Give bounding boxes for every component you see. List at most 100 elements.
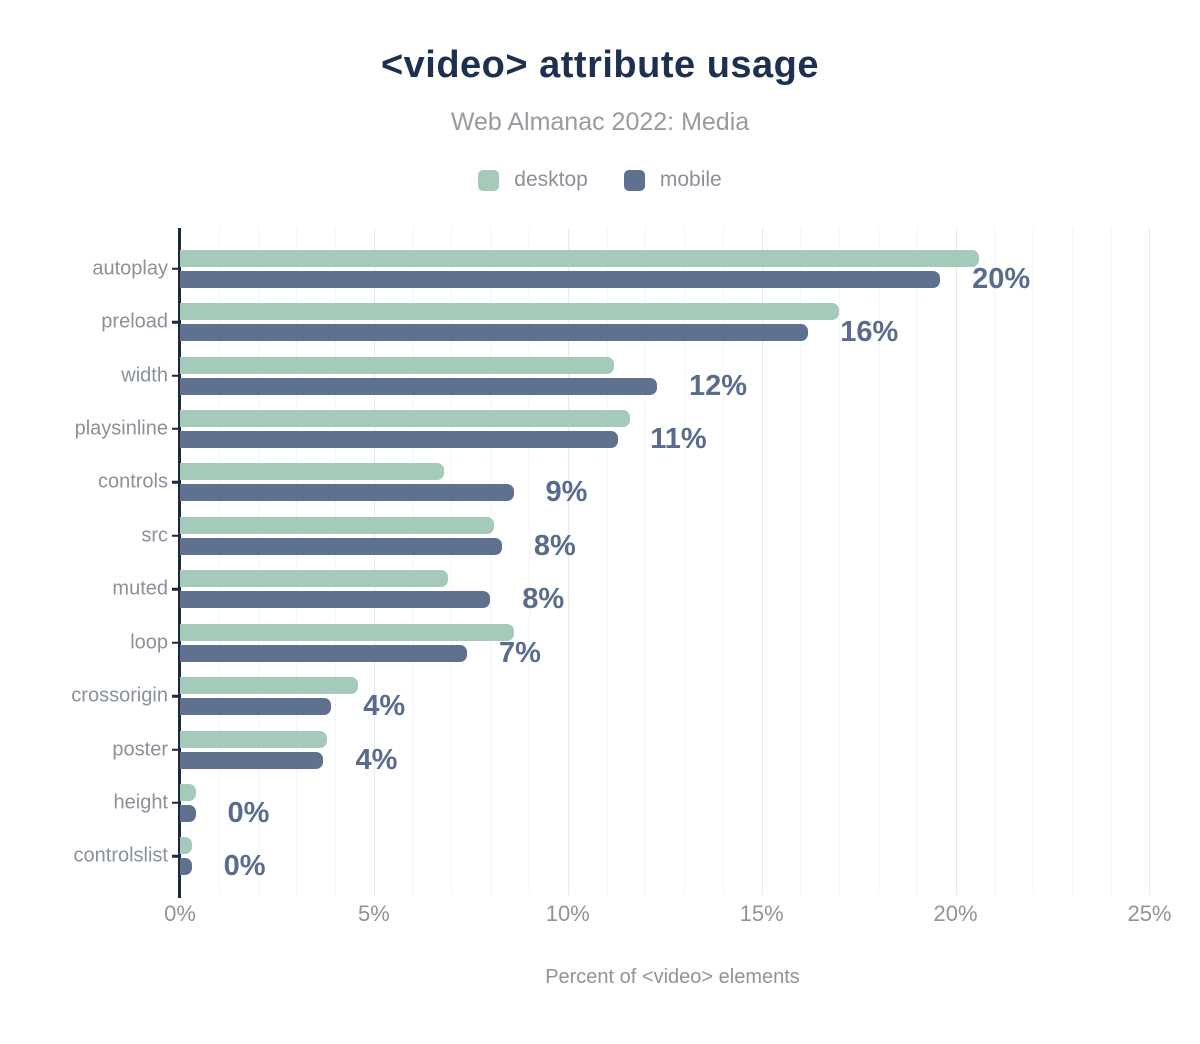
bar-pair bbox=[180, 837, 192, 876]
y-axis-tick bbox=[172, 427, 178, 431]
gridline bbox=[567, 228, 569, 895]
bar-pair bbox=[180, 570, 491, 609]
gridline bbox=[373, 228, 375, 895]
bar-row: controlslist 0% bbox=[74, 830, 1165, 883]
mobile-bar[interactable] bbox=[180, 324, 809, 342]
mobile-bar[interactable] bbox=[180, 537, 502, 555]
gridline bbox=[761, 228, 763, 895]
x-tick-label: 20% bbox=[933, 901, 978, 926]
desktop-bar[interactable] bbox=[180, 730, 328, 748]
gridline bbox=[684, 228, 686, 895]
y-axis-line bbox=[178, 228, 181, 898]
gridline bbox=[800, 228, 802, 895]
desktop-bar[interactable] bbox=[180, 837, 192, 855]
bar-row: muted 8% bbox=[112, 563, 1165, 616]
bar-row: poster 4% bbox=[112, 723, 1165, 776]
value-label: 11% bbox=[650, 422, 707, 455]
value-label: 7% bbox=[498, 636, 541, 669]
desktop-bar[interactable] bbox=[180, 249, 979, 267]
gridline bbox=[1110, 228, 1112, 895]
bar-pair bbox=[180, 409, 630, 448]
mobile-bar[interactable] bbox=[180, 591, 491, 609]
y-axis-tick bbox=[172, 374, 178, 377]
mobile-bar[interactable] bbox=[180, 751, 324, 769]
desktop-bar[interactable] bbox=[180, 570, 448, 588]
category-label: height bbox=[113, 791, 169, 814]
gridline bbox=[916, 228, 918, 895]
mobile-bar[interactable] bbox=[180, 644, 467, 662]
value-label: 4% bbox=[363, 690, 406, 723]
mobile-bar[interactable] bbox=[180, 804, 196, 822]
bar-pair bbox=[180, 677, 359, 716]
bar-row: height 0% bbox=[114, 776, 1165, 829]
gridline bbox=[955, 228, 957, 895]
category-label: controls bbox=[97, 470, 168, 493]
y-axis-tick bbox=[172, 748, 178, 751]
legend-item-mobile[interactable]: mobile bbox=[623, 168, 722, 192]
gridline bbox=[257, 228, 259, 895]
y-axis-tick bbox=[172, 855, 178, 858]
bar-row: loop 7% bbox=[130, 616, 1165, 669]
x-tick-label: 25% bbox=[1127, 901, 1172, 926]
gridline bbox=[335, 228, 337, 895]
x-axis-title: Percent of <video> elements bbox=[545, 966, 800, 988]
gridline bbox=[994, 228, 996, 895]
desktop-bar[interactable] bbox=[180, 356, 615, 374]
y-axis-tick bbox=[172, 320, 178, 324]
gridline bbox=[645, 228, 647, 895]
category-label: muted bbox=[112, 577, 168, 600]
bar-pair bbox=[180, 516, 502, 555]
gridline bbox=[722, 228, 724, 895]
legend-item-desktop[interactable]: desktop bbox=[478, 168, 588, 192]
chart-subtitle: Web Almanac 2022: Media bbox=[450, 108, 750, 136]
bar-pair bbox=[180, 783, 196, 822]
bar-row: crossorigin 4% bbox=[71, 669, 1165, 723]
y-axis-tick bbox=[172, 641, 178, 644]
mobile-bar[interactable] bbox=[180, 377, 657, 395]
gridline bbox=[1033, 228, 1035, 895]
mobile-swatch-icon bbox=[623, 169, 645, 191]
category-label: loop bbox=[130, 631, 168, 654]
x-tick-label: 0% bbox=[164, 901, 196, 926]
value-label: 4% bbox=[355, 743, 398, 776]
desktop-bar[interactable] bbox=[180, 409, 630, 427]
bar-row: preload 16% bbox=[101, 295, 1165, 349]
desktop-bar[interactable] bbox=[180, 677, 359, 695]
bar-pair bbox=[180, 356, 657, 395]
x-axis-labels: 0% 5% 10% 15% 20% 25% bbox=[164, 901, 1171, 929]
bar-pair bbox=[180, 623, 514, 662]
x-tick-label: 5% bbox=[357, 901, 390, 926]
desktop-swatch-icon bbox=[478, 169, 500, 191]
bar-rows: autoplay 20% preload 16% width 12% playsinline… bbox=[71, 228, 1165, 895]
bar-row: controls 9% bbox=[98, 456, 1165, 509]
value-label: 9% bbox=[545, 476, 588, 509]
y-axis-tick bbox=[172, 267, 178, 270]
x-tick-label: 10% bbox=[545, 901, 590, 926]
mobile-bar[interactable] bbox=[180, 430, 619, 448]
category-label: width bbox=[121, 364, 168, 387]
y-axis-tick bbox=[172, 801, 178, 805]
gridline bbox=[1149, 228, 1151, 895]
gridline bbox=[529, 228, 531, 895]
value-label: 12% bbox=[688, 369, 748, 402]
desktop-bar[interactable] bbox=[180, 303, 840, 321]
bar-row: autoplay 20% bbox=[92, 242, 1165, 295]
mobile-bar[interactable] bbox=[180, 484, 514, 502]
desktop-bar[interactable] bbox=[180, 516, 495, 534]
desktop-bar[interactable] bbox=[180, 783, 196, 801]
bar-pair bbox=[180, 249, 979, 288]
gridline bbox=[451, 228, 453, 895]
mobile-bar[interactable] bbox=[180, 698, 332, 716]
gridline bbox=[490, 228, 492, 895]
value-label: 16% bbox=[840, 316, 899, 349]
bar-row: playsinline 11% bbox=[75, 402, 1165, 455]
y-axis-tick bbox=[172, 587, 178, 591]
mobile-bar[interactable] bbox=[180, 858, 192, 876]
gridline bbox=[878, 228, 880, 895]
mobile-bar[interactable] bbox=[180, 270, 941, 288]
desktop-bar[interactable] bbox=[180, 623, 514, 641]
category-label: poster bbox=[112, 738, 168, 760]
category-label: playsinline bbox=[74, 417, 168, 440]
desktop-bar[interactable] bbox=[180, 463, 444, 481]
